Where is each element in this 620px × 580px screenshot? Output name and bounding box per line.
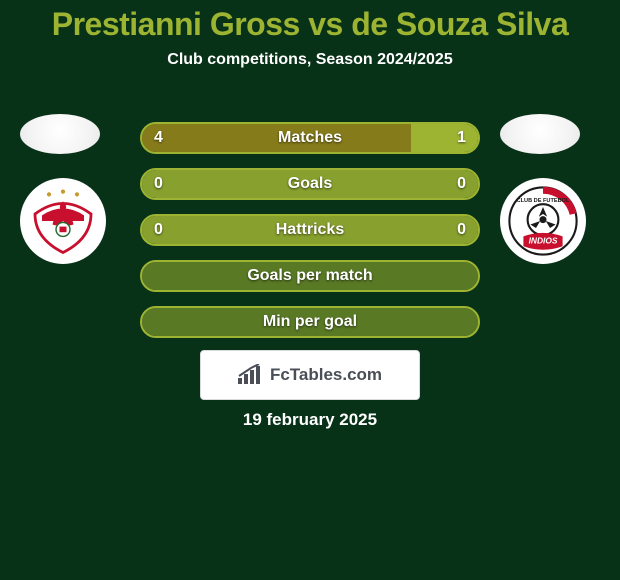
stat-label: Hattricks <box>142 216 478 244</box>
svg-text:INDIOS: INDIOS <box>529 235 558 245</box>
indios-crest-icon: CLUB DE FUTEBOL INDIOS <box>508 186 578 256</box>
stat-label: Min per goal <box>142 308 478 336</box>
stat-value-right: 0 <box>457 216 466 244</box>
stat-value-right: 1 <box>457 124 466 152</box>
stat-value-left: 0 <box>154 170 163 198</box>
stat-value-left: 0 <box>154 216 163 244</box>
stat-rows: Matches41Goals00Hattricks00Goals per mat… <box>140 122 480 352</box>
brand-badge: FcTables.com <box>200 350 420 400</box>
player-left-photo <box>20 114 100 154</box>
stat-value-left: 4 <box>154 124 163 152</box>
stat-row: Hattricks0 0 <box>140 214 480 246</box>
bar-chart-icon <box>238 364 264 386</box>
subtitle: Club competitions, Season 2024/2025 <box>0 51 620 69</box>
club-badge-right: CLUB DE FUTEBOL INDIOS <box>500 178 586 264</box>
stat-row: Goals per match <box>140 260 480 292</box>
comparison-infographic: Prestianni Gross vs de Souza Silva Club … <box>0 0 620 580</box>
brand-text: FcTables.com <box>270 365 382 385</box>
stat-label: Goals per match <box>142 262 478 290</box>
benfica-crest-icon <box>28 186 98 256</box>
stat-row: Matches4 1 <box>140 122 480 154</box>
stat-value-right: 0 <box>457 170 466 198</box>
club-badge-left <box>20 178 106 264</box>
stat-label: Goals <box>142 170 478 198</box>
player-right-photo <box>500 114 580 154</box>
page-title: Prestianni Gross vs de Souza Silva <box>0 0 620 43</box>
date-label: 19 february 2025 <box>0 410 620 430</box>
stat-row: Min per goal <box>140 306 480 338</box>
stat-row: Goals0 0 <box>140 168 480 200</box>
stat-label: Matches <box>142 124 478 152</box>
